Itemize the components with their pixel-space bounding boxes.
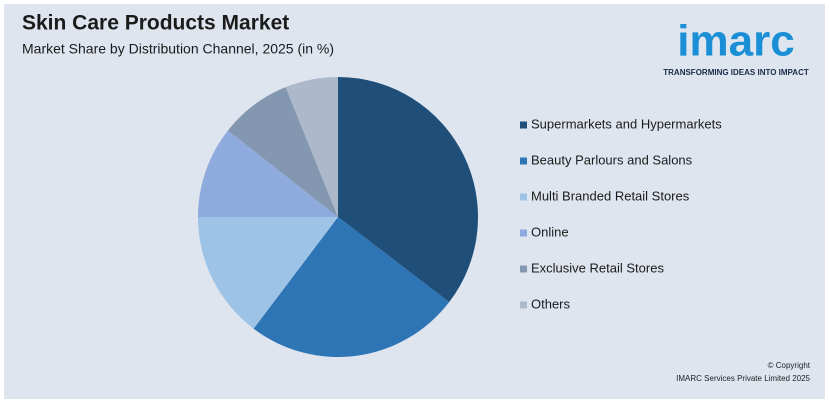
chart-subtitle: Market Share by Distribution Channel, 20… xyxy=(22,41,334,57)
legend-marker xyxy=(520,301,527,309)
pie-slice xyxy=(198,130,338,217)
logo: imarc xyxy=(677,17,794,66)
legend-label: Others xyxy=(531,296,571,311)
legend-label: Multi Branded Retail Stores xyxy=(531,188,690,203)
legend-label: Supermarkets and Hypermarkets xyxy=(531,116,722,131)
copyright: IMARC Services Private Limited 2025 xyxy=(676,374,810,383)
copyright: © Copyright xyxy=(768,361,811,370)
legend-marker xyxy=(520,121,527,129)
legend-label: Beauty Parlours and Salons xyxy=(531,152,693,167)
pie-slice xyxy=(253,217,450,357)
legend-label: Exclusive Retail Stores xyxy=(531,260,664,275)
pie-slice xyxy=(285,77,338,217)
legend-marker xyxy=(520,157,527,165)
chart-title: Skin Care Products Market xyxy=(22,12,289,35)
legend-marker xyxy=(520,229,527,237)
logo-tagline: TRANSFORMING IDEAS INTO IMPACT xyxy=(663,68,809,77)
legend-marker xyxy=(520,193,527,201)
pie-slice xyxy=(198,217,338,329)
pie-slice xyxy=(338,77,478,303)
pie-slice xyxy=(227,87,338,217)
legend-marker xyxy=(520,265,527,273)
legend-label: Online xyxy=(531,224,569,239)
